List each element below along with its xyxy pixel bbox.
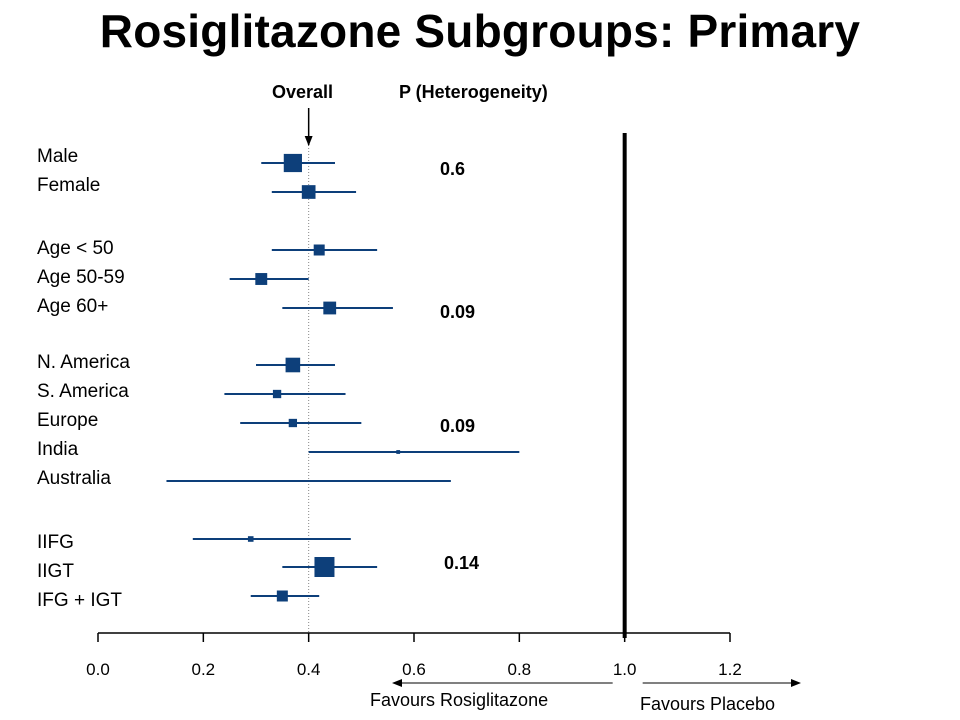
estimate-square <box>301 185 316 199</box>
overall-header: Overall <box>272 82 334 102</box>
row-label-age-50-59: Age 50-59 <box>37 267 125 288</box>
estimate-square <box>314 557 335 577</box>
estimate-square <box>285 357 301 373</box>
x-tick-label: 1.2 <box>718 660 742 679</box>
x-tick-label: 0.4 <box>297 660 321 679</box>
x-tick-label: 0.8 <box>508 660 532 679</box>
estimate-square <box>323 301 337 315</box>
estimate-square <box>276 590 288 602</box>
row-label-male: Male <box>37 146 79 167</box>
p-value-region: 0.09 <box>440 416 476 436</box>
row-label-age-under-50: Age < 50 <box>37 238 114 259</box>
favours-placebo-label: Favours Placebo <box>640 694 776 714</box>
row-label-europe: Europe <box>37 410 99 431</box>
row-label-ifg-igt: IFG + IGT <box>37 590 122 611</box>
estimate-square <box>396 450 401 454</box>
p-value-glycemia: 0.14 <box>444 553 480 573</box>
p-value-age: 0.09 <box>440 302 476 322</box>
estimate-square <box>247 536 254 542</box>
row-label-age-60-plus: Age 60+ <box>37 296 109 317</box>
row-label-n-america: N. America <box>37 352 130 373</box>
estimate-square <box>283 153 302 173</box>
row-label-female: Female <box>37 175 101 196</box>
p-value-sex: 0.6 <box>440 159 466 179</box>
x-tick-label: 0.6 <box>402 660 426 679</box>
x-tick-label: 1.0 <box>613 660 637 679</box>
p-heterogeneity-header: P (Heterogeneity) <box>399 82 548 102</box>
chart-title: Rosiglitazone Subgroups: Primary <box>99 5 861 57</box>
estimate-square <box>255 273 268 285</box>
x-tick-label: 0.0 <box>86 660 110 679</box>
row-label-iifg: IIFG <box>37 532 74 553</box>
estimate-square <box>255 480 257 482</box>
favours-rosiglitazone-label: Favours Rosiglitazone <box>370 690 549 710</box>
row-label-india: India <box>37 439 79 460</box>
estimate-square <box>288 418 298 428</box>
estimate-square <box>272 389 282 399</box>
row-label-australia: Australia <box>37 468 111 489</box>
row-label-iigt: IIGT <box>37 561 74 582</box>
x-tick-label: 0.2 <box>192 660 216 679</box>
estimate-square <box>313 244 325 256</box>
row-label-s-america: S. America <box>37 381 129 402</box>
